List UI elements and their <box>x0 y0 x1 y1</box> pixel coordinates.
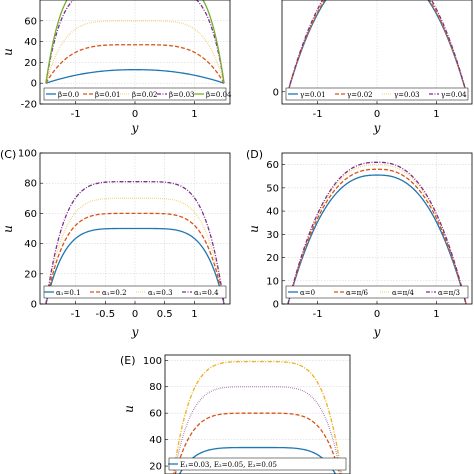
legend-entry: α=π/4 <box>392 289 415 297</box>
legend-entry: γ=0.03 <box>394 91 420 99</box>
y-tick-label: 60 <box>24 209 37 220</box>
x-tick-label: -1 <box>71 309 81 320</box>
y-tick-label: 0 <box>273 87 279 98</box>
plot-frame <box>164 354 351 474</box>
legend-entry: α=0 <box>300 289 315 297</box>
x-tick-label: -1 <box>71 109 81 120</box>
y-tick-label: 0 <box>31 300 37 311</box>
x-tick-label: 0 <box>374 109 380 120</box>
legend-entry: α₁=0.4 <box>194 289 219 297</box>
legend-entry: α₁=0.2 <box>102 289 127 297</box>
y-tick-label: 30 <box>266 230 279 241</box>
plot-frame <box>281 152 473 305</box>
y-tick-label: 20 <box>24 58 37 69</box>
legend-entry: γ=0.02 <box>347 91 373 99</box>
x-axis-label: y <box>373 121 381 135</box>
y-tick-label: -20 <box>21 100 37 111</box>
series-line-2 <box>45 44 225 84</box>
x-tick-label: 1 <box>433 109 439 120</box>
y-tick-label: 40 <box>24 239 37 250</box>
legend-entry: β=0.04 <box>206 91 232 99</box>
legend-box <box>43 87 227 101</box>
legend-entry: β=0.0 <box>58 91 79 99</box>
panel-2: -1 0 1 0 γ=0.01 γ=0.02 γ=0.03 γ=0.04 y <box>273 0 473 135</box>
series-line-1 <box>45 227 225 304</box>
x-tick-label: 1 <box>433 309 439 320</box>
legend-entry: β=0.01 <box>95 91 121 99</box>
y-tick-label: 60 <box>266 160 279 171</box>
legend-entry: γ=0.04 <box>441 91 467 99</box>
x-tick-label: 1 <box>191 109 197 120</box>
x-axis-label: y <box>131 121 139 135</box>
series-line-1 <box>178 446 337 474</box>
legend-entry: α=π/6 <box>346 289 369 297</box>
x-tick-label: -1 <box>313 109 323 120</box>
y-axis-label: u <box>247 225 261 233</box>
series-line-1 <box>287 174 467 304</box>
y-tick-label: 40 <box>266 207 279 218</box>
series-line-2 <box>287 168 467 304</box>
y-tick-label: 20 <box>266 253 279 264</box>
x-tick-label: 0.5 <box>157 309 173 320</box>
x-tick-label: 0 <box>132 309 138 320</box>
series-line-3 <box>287 0 467 92</box>
x-tick-label: -1 <box>313 309 323 320</box>
y-tick-label: 0 <box>273 300 279 311</box>
legend-entry: α₁=0.3 <box>148 289 173 297</box>
legend-entry: γ=0.01 <box>300 91 326 99</box>
panel-5: 20 40 60 80 100 E₁=0.03, E₂=0.05, E₃=0.05 u (E) <box>120 354 351 474</box>
x-tick-label: 0 <box>132 109 138 120</box>
series-line-4 <box>287 0 467 92</box>
legend-entry: β=0.03 <box>169 91 195 99</box>
series-line-4 <box>45 181 225 304</box>
legend-entry: E₁=0.03, E₂=0.05, E₃=0.05 <box>180 461 277 469</box>
legend-box <box>285 285 469 299</box>
y-axis-label: u <box>122 405 136 413</box>
panel-label: (C) <box>0 148 16 161</box>
plot-frame <box>39 152 231 305</box>
series-line-2 <box>287 0 467 92</box>
x-tick-label: 1 <box>191 309 197 320</box>
y-tick-label: 50 <box>266 183 279 194</box>
y-tick-label: 60 <box>149 409 162 420</box>
plot-frame <box>281 0 473 105</box>
panel-3: -1 -0.5 0 0.5 1 0 20 40 60 80 100 α₁=0.1 α₁=0.2 α₁=0.… <box>0 148 231 339</box>
legend-entry: α₁=0.1 <box>56 289 81 297</box>
panel-label: (D) <box>246 148 263 161</box>
y-tick-label: 40 <box>24 37 37 48</box>
y-tick-label: 20 <box>149 462 162 473</box>
x-axis-label: y <box>131 325 139 339</box>
panel-label: (E) <box>120 354 136 367</box>
x-axis-label: y <box>373 325 381 339</box>
y-tick-label: 60 <box>24 16 37 27</box>
y-tick-label: 100 <box>143 356 162 367</box>
series-line-1 <box>287 0 467 92</box>
series-line-3 <box>45 197 225 304</box>
series-line-1 <box>45 69 225 84</box>
y-tick-label: 20 <box>24 269 37 280</box>
x-tick-label: -0.5 <box>96 309 116 320</box>
y-tick-label: 80 <box>24 179 37 190</box>
y-tick-label: 10 <box>266 276 279 287</box>
legend-box <box>285 87 469 101</box>
legend-entry: α=π/3 <box>438 289 460 297</box>
y-tick-label: 80 <box>149 382 162 393</box>
legend-entry: β=0.02 <box>132 91 158 99</box>
x-tick-label: 0 <box>374 309 380 320</box>
y-axis-label: u <box>1 48 15 56</box>
plot-frame <box>39 0 231 105</box>
panel-1: -1 0 1 -20 0 20 40 60 β=0.0 β=0.01 β=0.02 β=0.03 β=0… <box>1 0 232 135</box>
y-tick-label: 0 <box>31 79 37 90</box>
series-line-2 <box>45 212 225 304</box>
y-axis-label: u <box>1 225 15 233</box>
series-line-4 <box>287 161 467 304</box>
y-tick-label: 40 <box>149 435 162 446</box>
series-line-4 <box>172 360 343 474</box>
series-line-2 <box>174 412 341 474</box>
y-tick-label: 100 <box>18 149 37 160</box>
